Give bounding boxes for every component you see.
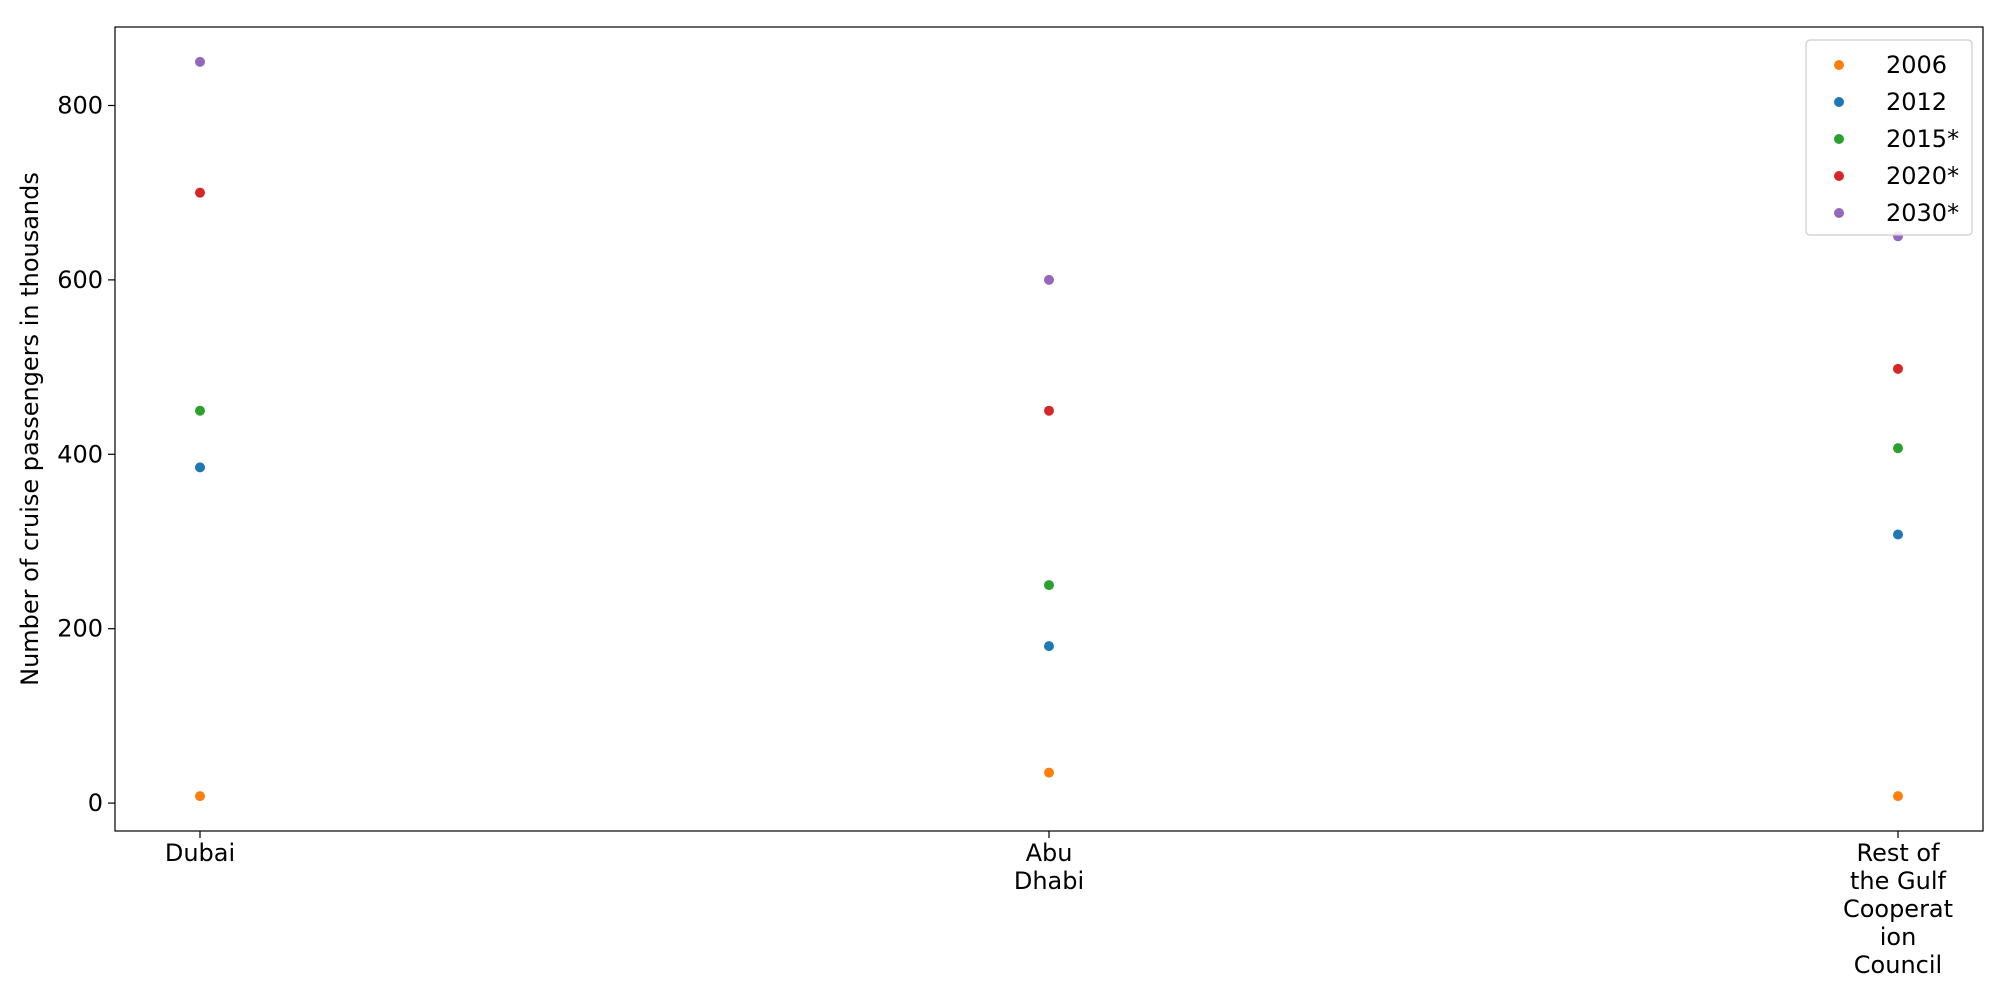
legend-label: 2006 [1886,51,1947,79]
data-point [1044,641,1054,652]
data-point [1893,529,1903,540]
x-tick-label: Dubai [165,839,235,867]
legend-label: 2012 [1886,88,1947,116]
y-tick-label: 600 [57,266,103,294]
data-point [1044,580,1054,591]
legend-marker [1834,134,1844,144]
data-point [195,187,205,198]
legend-box [1805,39,1973,236]
data-point [195,462,205,473]
legend: 2006 2012 2015* 2020* 2030* [1805,39,1973,236]
y-tick-label: 800 [57,91,103,119]
data-point [195,791,205,802]
y-tick-label: 400 [57,440,103,468]
data-point [1044,274,1054,285]
y-axis-title: Number of cruise passengers in thousands [16,172,44,686]
legend-marker [1834,60,1844,70]
data-point [195,56,205,67]
legend-label: 2020* [1886,162,1959,190]
x-tick-label: Rest of the Gulf Cooperat ion Council [1843,839,1953,979]
legend-label: 2030* [1886,199,1959,227]
y-tick-label: 0 [88,789,103,817]
data-point [1044,405,1054,416]
data-point [1893,363,1903,374]
data-point [1893,443,1903,454]
y-tick-label: 200 [57,615,103,643]
legend-marker [1834,171,1844,181]
x-tick-label: Abu Dhabi [1014,839,1084,895]
legend-marker [1834,208,1844,218]
data-point [195,405,205,416]
legend-label: 2015* [1886,125,1959,153]
legend-marker [1834,97,1844,107]
data-point [1893,791,1903,802]
data-point [1044,767,1054,778]
plot-area: 0 200 400 600 800 Dubai Abu Dhabi Rest of the Gul… [57,26,1984,979]
